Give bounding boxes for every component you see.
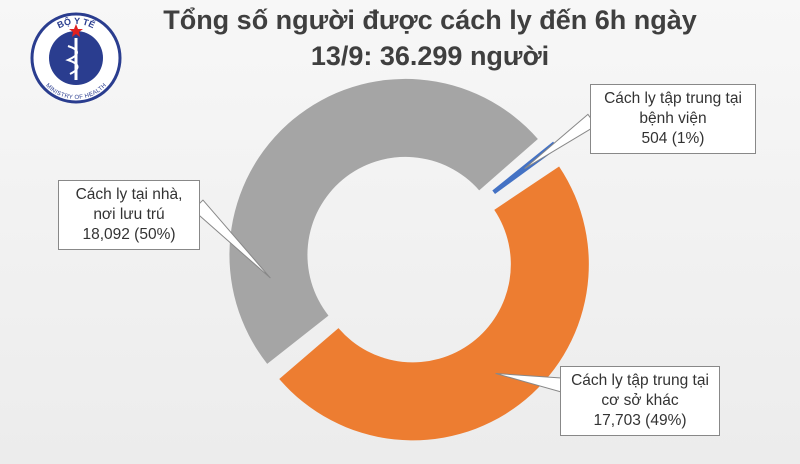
callout-box: Cách ly tập trung tại bệnh viện 504 (1%) bbox=[590, 84, 756, 154]
chart-title: Tổng số người được cách ly đến 6h ngày 1… bbox=[163, 5, 697, 71]
callout-box: Cách ly tập trung tại cơ sở khác 17,703 (… bbox=[560, 366, 720, 436]
slice-value-label: 17,703 (49%) bbox=[593, 412, 687, 429]
slice-category-label: Cách ly tập trung tại cơ sở khác bbox=[571, 372, 709, 409]
callout-box: Cách ly tại nhà, nơi lưu trú 18,092 (50%) bbox=[58, 180, 200, 250]
callout-pointer bbox=[524, 113, 597, 169]
logo-top-text: BỘ Y TẾ bbox=[56, 15, 97, 30]
donut-slice bbox=[229, 78, 538, 364]
slice-category-label: Cách ly tại nhà, nơi lưu trú bbox=[75, 186, 183, 223]
slice-category-label: Cách ly tập trung tại bệnh viện bbox=[604, 90, 742, 127]
slice-value-label: 18,092 (50%) bbox=[82, 226, 176, 243]
slice-value-label: 504 (1%) bbox=[641, 130, 705, 147]
donut-slice bbox=[279, 166, 589, 441]
logo: BỘ Y TẾ MINISTRY OF HEALTH bbox=[30, 12, 122, 104]
